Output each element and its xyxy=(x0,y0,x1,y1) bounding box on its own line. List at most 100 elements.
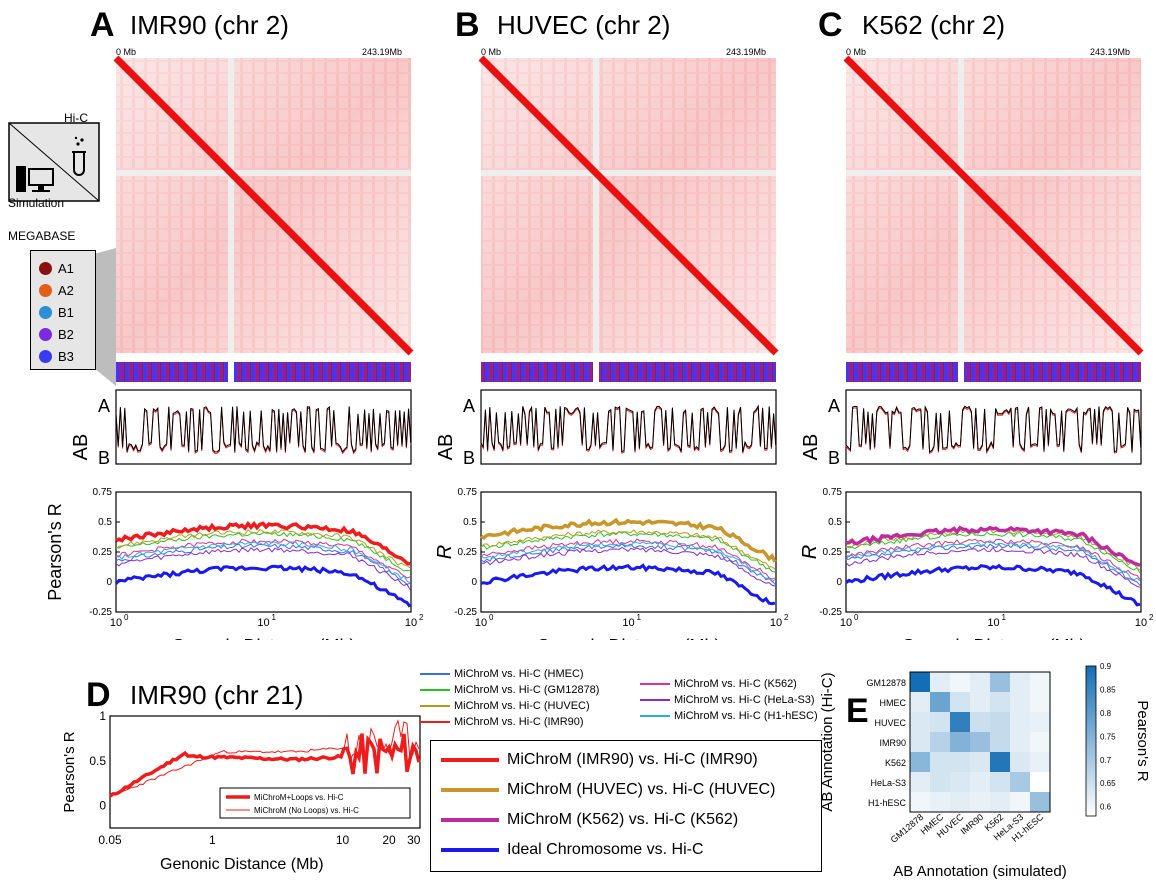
panel-d-xtick: 20 xyxy=(382,833,396,847)
heatmap-cell xyxy=(1010,672,1030,692)
pearson-ytick: 0 xyxy=(836,577,842,588)
thin-legend-label: MiChroM vs. Hi-C (H1-hESC) xyxy=(674,710,818,722)
pearson-xlabel: Genonic Distance (Mb) xyxy=(536,636,720,640)
pearson-ytick: 0 xyxy=(471,577,477,588)
heatmap-xlabel: AB Annotation (simulated) xyxy=(893,863,1066,880)
pearson-xtick: 10 xyxy=(840,617,852,629)
ab-strip-right xyxy=(964,362,1141,382)
pearson-ytick: 0.5 xyxy=(828,517,842,528)
heatmap-colorbar-tick: 0.6 xyxy=(1100,803,1112,812)
heatmap-row-label: HMEC xyxy=(880,698,907,708)
thin-legend-swatch xyxy=(420,673,450,675)
panel-b-title: HUVEC (chr 2) xyxy=(497,10,671,40)
pearson-xtick-exponent: 0 xyxy=(854,613,859,622)
megabase-label: B1 xyxy=(58,304,74,320)
panel-d-legend-box xyxy=(219,787,411,819)
thin-legend-label: MiChroM vs. Hi-C (IMR90) xyxy=(454,716,584,728)
pearson-series-line xyxy=(845,541,1141,582)
hic-map-gap-horizontal xyxy=(481,170,776,176)
thin-legend-swatch xyxy=(640,683,670,685)
hic-maps xyxy=(113,55,1144,382)
ab-strip-right xyxy=(599,362,776,382)
heatmap-cell xyxy=(970,672,990,692)
heatmap-cell xyxy=(910,732,930,752)
pearson-xtick-exponent: 2 xyxy=(784,613,789,622)
thin-legend-label: MiChroM vs. Hi-C (HeLa-S3) xyxy=(674,694,815,706)
pearson-xtick: 10 xyxy=(622,617,634,629)
heatmap-cell xyxy=(970,752,990,772)
pearson-xtick: 10 xyxy=(405,617,417,629)
heatmap-cell xyxy=(990,712,1010,732)
heatmap-cell xyxy=(950,692,970,712)
pearson-series-line xyxy=(480,529,776,570)
pearson-ytick: 0.75 xyxy=(823,487,843,498)
panel-d-letter: D xyxy=(86,676,111,714)
ab-strip-left xyxy=(846,362,958,382)
heatmap-cell xyxy=(1010,772,1030,792)
panel-d-ytick: 1 xyxy=(99,709,106,723)
heatmap-cell xyxy=(910,792,930,812)
map-c-left-tick: 0 Mb xyxy=(846,47,867,57)
thin-legend-swatch xyxy=(420,705,450,707)
heatmap-row-label: IMR90 xyxy=(879,738,906,748)
test-tube-icon xyxy=(72,136,86,176)
pearson-series-line xyxy=(845,543,1141,586)
pearson-series-line xyxy=(845,528,1141,571)
thin-line-legend: MiChroM vs. Hi-C (HMEC) MiChroM vs. Hi-C … xyxy=(420,668,840,788)
pearson-ytick: 0.5 xyxy=(98,517,112,528)
megabase-item: B2 xyxy=(39,323,95,345)
panel-d-chart: 1 0.5 0 0.05 1 10 20 30 Pearson's R MiChroM+Loops… xyxy=(61,709,421,847)
panel-d-xlabel: Genonic Distance (Mb) xyxy=(160,856,324,873)
megabase-item: A1 xyxy=(39,257,95,279)
heatmap-cell xyxy=(950,772,970,792)
hic-map-gap-horizontal xyxy=(846,170,1141,176)
key-hic-label: Hi-C xyxy=(64,111,88,125)
pearson-series-line xyxy=(115,538,411,579)
heatmap-colorbar-tick: 0.75 xyxy=(1100,732,1116,741)
pearson-series-line xyxy=(845,525,1141,567)
megabase-legend: A1 A2 B1 B2 B3 xyxy=(30,250,96,370)
ab-track-box xyxy=(480,389,777,465)
pearson-ytick: 0.25 xyxy=(823,547,843,558)
thin-legend-item: MiChroM vs. Hi-C (HUVEC) xyxy=(420,700,590,712)
heatmap-frame xyxy=(909,671,1051,813)
pearson-xtick-exponent: 1 xyxy=(272,613,277,622)
pearson-ylabel-r: R xyxy=(799,545,821,559)
thick-legend-item: MiChroM (HUVEC) vs. Hi-C (HUVEC) xyxy=(441,775,821,805)
heatmap-cell xyxy=(1030,692,1050,712)
ab-bottom-label: B xyxy=(463,448,475,468)
ab-ylabel: AB xyxy=(70,434,92,461)
hic-map-diagonal xyxy=(478,55,779,356)
thick-legend-swatch xyxy=(441,848,499,852)
thick-legend-swatch xyxy=(441,788,499,792)
pearson-ylabel-r: R xyxy=(434,545,456,559)
heatmap-cell xyxy=(970,712,990,732)
heatmap-cell xyxy=(1030,672,1050,692)
heatmap-cell xyxy=(990,792,1010,812)
panel-d-xtick: 30 xyxy=(407,833,421,847)
thin-legend-item: MiChroM vs. Hi-C (K562) xyxy=(640,678,797,690)
map-c-right-tick: 243.19Mb xyxy=(1090,47,1131,57)
megabase-item: B3 xyxy=(39,345,95,367)
thin-legend-label: MiChroM vs. Hi-C (HMEC) xyxy=(454,668,584,680)
heatmap-cell xyxy=(950,792,970,812)
heatmap-cell xyxy=(1030,752,1050,772)
thin-legend-swatch xyxy=(420,721,450,723)
map-b-left-tick: 0 Mb xyxy=(481,47,502,57)
pearson-xtick: 10 xyxy=(475,617,487,629)
heatmap-cell xyxy=(990,692,1010,712)
pearson-ytick: 0 xyxy=(106,577,112,588)
megabase-title: MEGABASE xyxy=(8,229,76,243)
megabase-dot xyxy=(39,349,52,363)
thin-legend-swatch xyxy=(640,699,670,701)
heatmap-cell xyxy=(950,672,970,692)
pearson-xtick-exponent: 0 xyxy=(124,613,129,622)
thick-legend-item: MiChroM (K562) vs. Hi-C (K562) xyxy=(441,805,821,835)
ab-strip-left xyxy=(481,362,593,382)
megabase-item: B1 xyxy=(39,301,95,323)
pearson-series-line xyxy=(115,547,411,590)
ab-simulated-line xyxy=(845,404,1142,453)
megabase-item: A2 xyxy=(39,279,95,301)
heatmap-row-label: GM12878 xyxy=(866,678,906,688)
pearson-xtick-exponent: 2 xyxy=(419,613,424,622)
